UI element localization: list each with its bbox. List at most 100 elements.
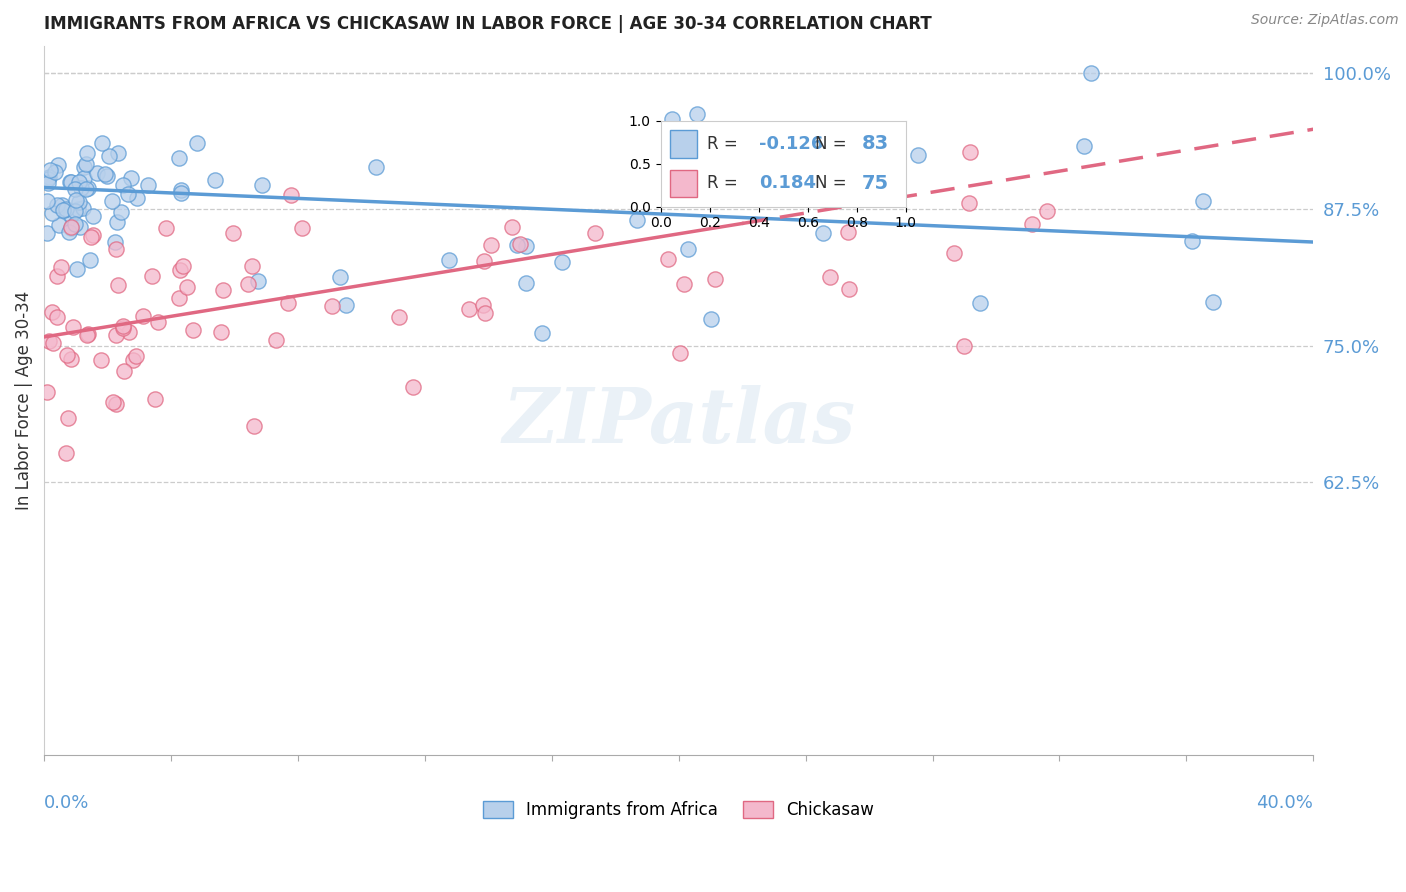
Point <box>146 315 169 329</box>
Point <box>125 349 148 363</box>
Point <box>45 269 67 284</box>
Point <box>209 325 232 339</box>
Point <box>583 226 606 240</box>
Point <box>101 194 124 209</box>
Point <box>86 166 108 180</box>
Point <box>69 220 91 235</box>
Point <box>481 238 503 252</box>
Point <box>96 169 118 183</box>
Point <box>1202 295 1225 310</box>
Point <box>46 197 69 211</box>
Point <box>44 164 66 178</box>
Point <box>120 171 142 186</box>
Point <box>98 149 121 163</box>
Point <box>953 339 976 353</box>
Point <box>437 253 460 268</box>
Point <box>700 312 723 326</box>
Point <box>82 210 104 224</box>
Point <box>506 238 529 252</box>
Text: -0.126: -0.126 <box>759 135 823 153</box>
Point <box>1181 235 1204 249</box>
Point <box>907 148 929 162</box>
Point <box>121 353 143 368</box>
Point <box>1192 194 1215 208</box>
Text: 0.0%: 0.0% <box>44 794 90 812</box>
Point <box>111 321 134 335</box>
Point <box>51 198 73 212</box>
Point <box>321 299 343 313</box>
Point <box>222 227 245 241</box>
Point <box>75 181 97 195</box>
Point <box>107 277 129 292</box>
Point <box>280 188 302 202</box>
Point <box>236 277 259 291</box>
Point <box>959 145 981 159</box>
Point <box>204 172 226 186</box>
Point <box>104 397 127 411</box>
Point <box>101 394 124 409</box>
Point <box>657 252 679 266</box>
Point <box>63 217 86 231</box>
Point <box>41 206 63 220</box>
Point <box>65 203 87 218</box>
Point <box>37 194 59 208</box>
Point <box>77 181 100 195</box>
Legend: Immigrants from Africa, Chickasaw: Immigrants from Africa, Chickasaw <box>477 794 882 826</box>
Point <box>59 175 82 189</box>
Point <box>38 169 60 184</box>
Point <box>820 269 842 284</box>
Point <box>744 191 766 205</box>
Point <box>167 291 190 305</box>
Point <box>531 326 554 341</box>
Bar <box>671 130 697 158</box>
Point <box>59 175 82 189</box>
Point <box>82 228 104 243</box>
Point <box>63 182 86 196</box>
Point <box>49 260 72 275</box>
Point <box>969 296 991 310</box>
Point <box>60 220 83 235</box>
Point <box>515 239 537 253</box>
Point <box>65 193 87 207</box>
Point <box>813 226 835 240</box>
Point <box>170 183 193 197</box>
Point <box>335 298 357 312</box>
Point <box>472 298 495 312</box>
Point <box>402 380 425 394</box>
Point <box>48 219 70 233</box>
Point <box>329 270 352 285</box>
Point <box>745 186 768 201</box>
Point <box>676 242 699 256</box>
Point <box>45 310 67 324</box>
Text: IMMIGRANTS FROM AFRICA VS CHICKASAW IN LABOR FORCE | AGE 30-34 CORRELATION CHART: IMMIGRANTS FROM AFRICA VS CHICKASAW IN L… <box>44 15 932 33</box>
Point <box>55 446 77 460</box>
Point <box>55 348 77 362</box>
Point <box>51 202 73 217</box>
Point <box>67 195 90 210</box>
Point <box>264 333 287 347</box>
Point <box>76 146 98 161</box>
Point <box>80 230 103 244</box>
Point <box>104 327 127 342</box>
Point <box>186 136 208 150</box>
Text: N =: N = <box>815 135 846 153</box>
Point <box>240 260 263 274</box>
Text: ZIPatlas: ZIPatlas <box>502 384 855 458</box>
Point <box>838 283 860 297</box>
Point <box>143 392 166 406</box>
Point <box>172 259 194 273</box>
Point <box>67 175 90 189</box>
Point <box>212 283 235 297</box>
Point <box>242 419 264 434</box>
Point <box>70 180 93 194</box>
Point <box>38 334 60 348</box>
Point <box>59 221 82 235</box>
Point <box>37 385 59 400</box>
Point <box>1080 66 1102 80</box>
Point <box>41 304 63 318</box>
Point <box>474 306 496 320</box>
Point <box>141 269 163 284</box>
Point <box>388 310 411 324</box>
Point <box>94 168 117 182</box>
Point <box>52 203 75 218</box>
